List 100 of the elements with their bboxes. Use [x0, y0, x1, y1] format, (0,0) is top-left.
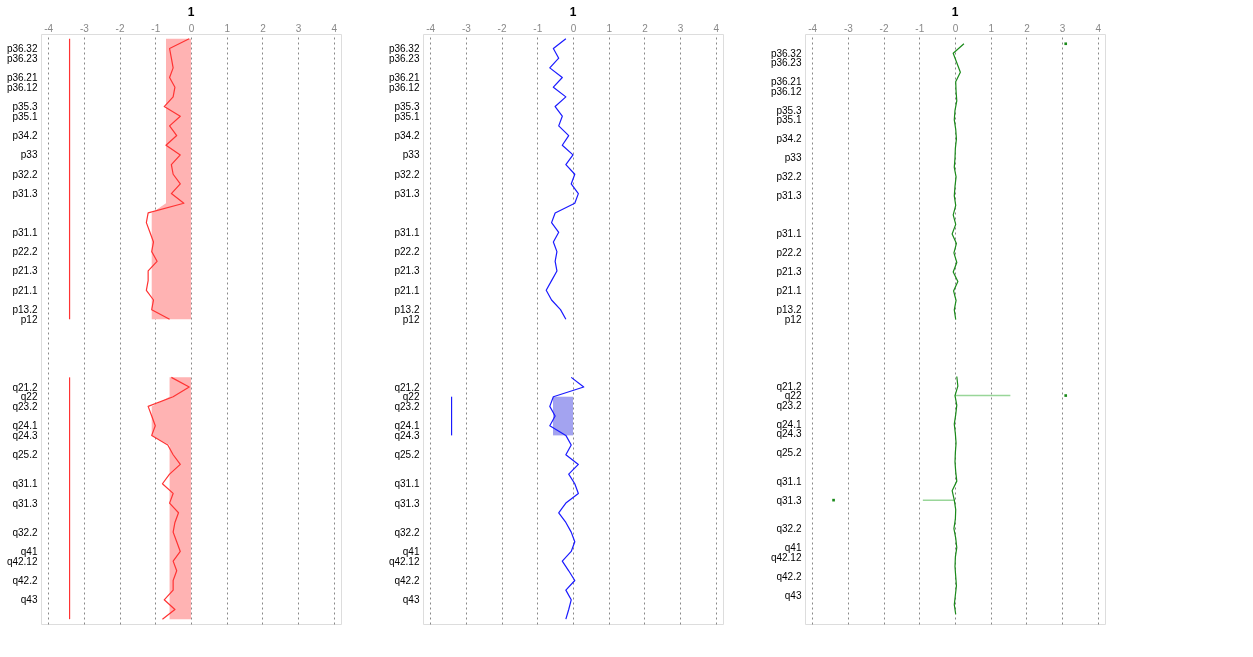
y-tick-label: q24.1: [394, 420, 420, 432]
x-tick-label: -1: [915, 22, 925, 34]
y-tick-label: p36.32: [6, 43, 38, 55]
x-tick-label: -2: [115, 22, 125, 34]
x-tick-label: -1: [533, 22, 543, 34]
y-tick-label: q25.2: [776, 447, 802, 459]
y-tick-label: p36.21: [770, 76, 802, 88]
y-tick-label: q31.1: [394, 478, 420, 490]
x-tick-label: -4: [44, 22, 54, 34]
y-tick-label: q21.2: [394, 381, 420, 393]
y-tick-label: p33: [402, 149, 420, 161]
y-tick-label: p35.3: [776, 104, 802, 116]
y-tick-label: q22: [402, 391, 420, 403]
y-tick-label: p21.3: [394, 265, 420, 277]
y-tick-label: q32.2: [12, 526, 38, 538]
y-tick-label: q21.2: [776, 380, 802, 392]
x-tick-label: -1: [151, 22, 161, 34]
y-tick-label: q41: [402, 545, 420, 557]
x-tick-label: 3: [1059, 22, 1066, 34]
y-tick-label: q43: [402, 594, 420, 606]
y-tick-label: p21.3: [12, 265, 38, 277]
y-tick-label: q22: [784, 390, 802, 402]
x-tick-label: 0: [188, 22, 195, 34]
x-tick-label: 4: [331, 22, 338, 34]
y-tick-label: p21.1: [394, 284, 420, 296]
y-tick-label: p31.1: [12, 226, 38, 238]
x-tick-label: 4: [713, 22, 720, 34]
y-tick-label: q24.1: [12, 420, 38, 432]
y-tick-label: q41: [20, 545, 38, 557]
y-tick-label: p32.2: [394, 168, 420, 180]
y-tick-label: p22.2: [12, 246, 38, 258]
x-tick-label: 3: [295, 22, 302, 34]
y-tick-label: p31.3: [12, 188, 38, 200]
y-tick-label: p36.32: [388, 43, 420, 55]
y-tick-label: p35.3: [12, 101, 38, 113]
y-tick-label: p36.21: [6, 72, 38, 84]
y-tick-label: p22.2: [776, 247, 802, 259]
x-tick-label: 2: [642, 22, 649, 34]
x-tick-label: 3: [677, 22, 684, 34]
x-tick-label: 1: [224, 22, 231, 34]
y-tick-label: p22.2: [394, 246, 420, 258]
y-tick-label: p33: [784, 152, 802, 164]
y-tick-label: q32.2: [394, 526, 420, 538]
y-tick-label: q22: [20, 391, 38, 403]
chart-title: 1: [569, 5, 577, 19]
y-tick-label: p12: [20, 313, 38, 325]
y-tick-label: p13.2: [776, 304, 802, 316]
chart-title: 1: [951, 5, 959, 19]
y-tick-label: q31.3: [12, 497, 38, 509]
x-tick-label: -3: [843, 22, 854, 34]
y-tick-label: p34.2: [776, 133, 802, 145]
y-tick-label: q24.3: [776, 428, 802, 440]
y-tick-label: p13.2: [12, 304, 38, 316]
y-tick-label: q43: [20, 594, 38, 606]
y-tick-label: q41: [784, 542, 802, 554]
x-tick-label: 0: [952, 22, 959, 34]
chart-title: 1: [187, 5, 195, 19]
y-tick-label: q31.1: [776, 475, 802, 487]
x-tick-label: -3: [461, 22, 472, 34]
y-tick-label: q43: [784, 589, 802, 601]
x-tick-label: 2: [260, 22, 267, 34]
y-tick-label: p36.32: [770, 47, 802, 59]
y-tick-label: q25.2: [394, 449, 420, 461]
y-tick-label: p13.2: [394, 304, 420, 316]
y-tick-label: p31.3: [394, 188, 420, 200]
y-tick-label: q21.2: [12, 381, 38, 393]
y-tick-label: p31.1: [394, 226, 420, 238]
x-tick-label: 4: [1095, 22, 1102, 34]
x-tick-label: 0: [570, 22, 577, 34]
y-tick-label: p31.1: [776, 228, 802, 240]
y-tick-label: p35.1: [776, 114, 802, 126]
y-tick-label: p34.2: [394, 130, 420, 142]
y-tick-label: p35.3: [394, 101, 420, 113]
y-tick-label: q24.1: [776, 418, 802, 430]
x-tick-label: 2: [1024, 22, 1031, 34]
y-tick-label: p36.21: [388, 72, 420, 84]
y-tick-label: p21.1: [12, 284, 38, 296]
y-tick-label: p36.23: [770, 57, 802, 69]
y-tick-label: p34.2: [12, 130, 38, 142]
x-tick-label: -2: [497, 22, 507, 34]
y-tick-label: q32.2: [776, 523, 802, 535]
y-tick-label: p33: [20, 149, 38, 161]
y-tick-label: p12: [784, 313, 802, 325]
y-tick-label: p21.1: [776, 285, 802, 297]
y-tick-label: q31.3: [776, 494, 802, 506]
x-tick-label: -4: [808, 22, 818, 34]
x-tick-label: 1: [988, 22, 995, 34]
y-tick-label: q31.1: [12, 478, 38, 490]
x-tick-label: -3: [79, 22, 90, 34]
y-tick-label: p32.2: [12, 168, 38, 180]
y-tick-label: p21.3: [776, 266, 802, 278]
y-tick-label: q31.3: [394, 497, 420, 509]
y-tick-label: q42.2: [12, 574, 38, 586]
y-tick-label: p12: [402, 313, 420, 325]
y-tick-label: p31.3: [776, 190, 802, 202]
y-tick-label: p32.2: [776, 171, 802, 183]
x-tick-label: -2: [879, 22, 889, 34]
y-tick-label: q25.2: [12, 449, 38, 461]
x-tick-label: -4: [426, 22, 436, 34]
y-tick-label: q42.2: [776, 570, 802, 582]
